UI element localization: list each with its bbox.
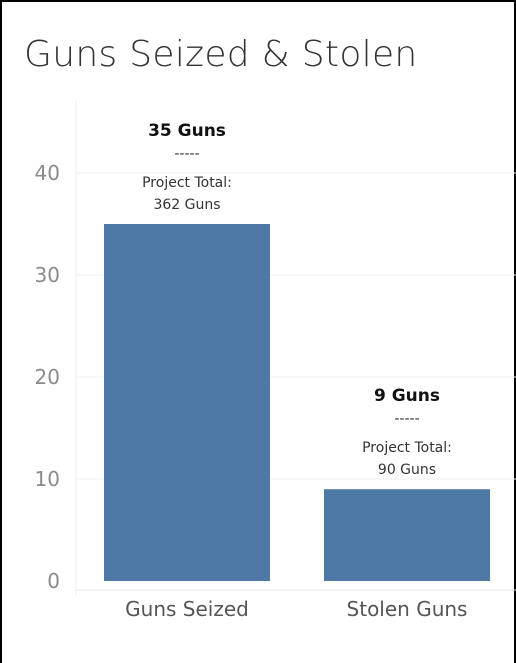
y-tick-label: 20 bbox=[35, 365, 60, 389]
data-label-separator: ----- bbox=[394, 411, 419, 427]
x-category-label: Guns Seized bbox=[125, 597, 249, 621]
chart-title: Guns Seized & Stolen bbox=[24, 34, 418, 75]
data-label-project-total: Project Total: bbox=[142, 175, 232, 191]
data-label-project-total: Project Total: bbox=[362, 440, 452, 456]
data-label-separator: ----- bbox=[174, 146, 199, 162]
y-tick-label: 10 bbox=[35, 467, 60, 491]
bar bbox=[104, 224, 270, 581]
data-label-project-total-value: 90 Guns bbox=[378, 462, 436, 478]
bar bbox=[324, 489, 490, 581]
data-label-project-total-value: 362 Guns bbox=[153, 197, 220, 213]
y-tick-label: 0 bbox=[47, 569, 60, 593]
y-tick-label: 40 bbox=[35, 161, 60, 185]
data-label-value: 9 Guns bbox=[374, 386, 440, 406]
x-category-label: Stolen Guns bbox=[347, 597, 468, 621]
y-tick-label: 30 bbox=[35, 263, 60, 287]
data-label-value: 35 Guns bbox=[148, 121, 226, 141]
